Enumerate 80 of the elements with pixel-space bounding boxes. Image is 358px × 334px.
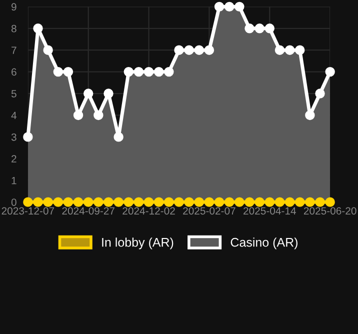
point [194, 45, 204, 55]
y-tick-label: 1 [12, 176, 16, 184]
point [204, 45, 214, 55]
point [144, 197, 154, 207]
point [33, 24, 43, 34]
point [284, 45, 295, 55]
point [274, 45, 285, 55]
point [224, 197, 234, 207]
x-tick-label: 2024-12-02 [122, 207, 175, 215]
point [214, 197, 224, 207]
y-tick-label: 4 [11, 112, 17, 120]
point [315, 88, 325, 98]
point [325, 197, 335, 207]
x-tick-label: 2025-02-07 [183, 207, 236, 215]
point [244, 24, 254, 34]
point [23, 132, 33, 142]
point [43, 197, 53, 207]
point [284, 197, 295, 207]
point [53, 197, 63, 207]
point [214, 2, 224, 12]
point [114, 197, 124, 207]
point [104, 88, 114, 98]
point [274, 197, 285, 207]
point [174, 45, 184, 55]
point [204, 197, 214, 207]
point [164, 197, 174, 207]
x-tick-label: 2024-09-27 [62, 207, 114, 215]
y-tick-label: 3 [11, 133, 16, 141]
point [234, 2, 244, 12]
point [134, 66, 144, 77]
point [33, 197, 43, 207]
point [184, 197, 194, 207]
point [305, 197, 315, 207]
point [154, 197, 164, 207]
point [295, 45, 305, 55]
y-tick-label: 0 [11, 198, 16, 206]
point [63, 197, 74, 207]
point [73, 110, 84, 120]
point [254, 24, 264, 34]
point [43, 45, 53, 55]
legend-label: In lobby (AR) [102, 238, 174, 250]
point [295, 197, 305, 207]
point [73, 197, 84, 207]
point [264, 24, 275, 34]
y-tick-label: 5 [11, 90, 16, 98]
y-tick-label: 2 [12, 155, 16, 162]
x-tick-label: 2023-12-07 [2, 207, 54, 215]
point [23, 197, 33, 207]
y-tick-label: 6 [12, 68, 16, 76]
point [134, 197, 144, 207]
point [254, 197, 264, 207]
point [315, 197, 325, 207]
point [305, 110, 315, 120]
point [104, 197, 114, 207]
point [194, 197, 204, 207]
x-tick-label: 2025-04-14 [244, 207, 296, 215]
point [124, 197, 134, 207]
point [164, 66, 174, 77]
point [94, 197, 104, 207]
y-tick-label: 7 [12, 46, 16, 54]
point [83, 197, 94, 207]
point [83, 88, 94, 98]
point [144, 66, 154, 77]
point [63, 66, 74, 77]
point [124, 66, 134, 77]
legend-label: Casino (AR) [230, 238, 298, 250]
point [224, 2, 234, 12]
point [53, 66, 63, 77]
x-tick-label: 2025-06-20 [304, 207, 356, 215]
point [114, 132, 124, 142]
point [325, 66, 335, 77]
point [94, 110, 104, 120]
point [184, 45, 194, 55]
point [174, 197, 184, 207]
point [244, 197, 254, 207]
y-tick-label: 9 [12, 3, 16, 11]
point [154, 66, 164, 77]
point [264, 197, 275, 207]
point [234, 197, 244, 207]
y-tick-label: 8 [11, 24, 16, 32]
